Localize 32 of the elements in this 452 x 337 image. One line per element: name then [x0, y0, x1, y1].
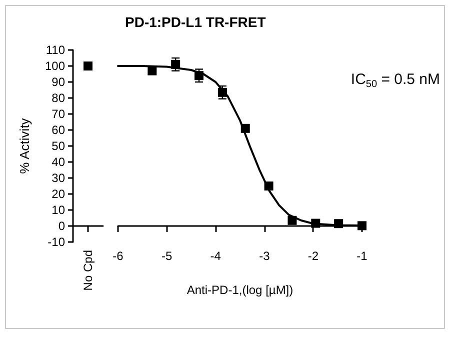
y-tick-label: 20: [52, 187, 66, 201]
x-tick-label: -5: [161, 249, 172, 263]
point: [264, 182, 274, 190]
y-tick-label: 60: [52, 123, 66, 137]
y-tick-label: 30: [52, 171, 66, 185]
x-tick-label: -2: [308, 249, 319, 263]
y-tick-label: 110: [46, 43, 66, 57]
y-tick-label: 50: [52, 139, 66, 153]
point: [240, 124, 250, 133]
point: [171, 60, 180, 69]
x-tick-label: -4: [210, 249, 222, 263]
point: [288, 216, 297, 225]
x-tick-label: No Cpd: [81, 250, 95, 291]
y-tick-label: 100: [44, 59, 66, 73]
point: [194, 71, 204, 80]
x-tick-label: -3: [259, 249, 270, 263]
point: [148, 66, 157, 76]
y-axis-title: % Activity: [17, 118, 32, 174]
y-tick-label: 90: [52, 75, 66, 89]
point: [334, 219, 344, 228]
y-tick-label: 40: [52, 155, 66, 169]
y-tick-label: 70: [52, 107, 66, 121]
chart-title: PD-1:PD-L1 TR-FRET: [125, 14, 266, 30]
point: [218, 88, 227, 97]
point: [311, 218, 320, 228]
y-tick-label: 10: [52, 203, 66, 217]
y-tick-label: 80: [52, 91, 66, 105]
y-tick-label: -10: [48, 235, 66, 249]
x-axis-title: Anti-PD-1,(log [µM]): [186, 283, 294, 297]
x-tick-label: -6: [112, 249, 124, 263]
x-tick-label: -1: [356, 249, 368, 263]
y-tick-label: 0: [58, 219, 66, 233]
